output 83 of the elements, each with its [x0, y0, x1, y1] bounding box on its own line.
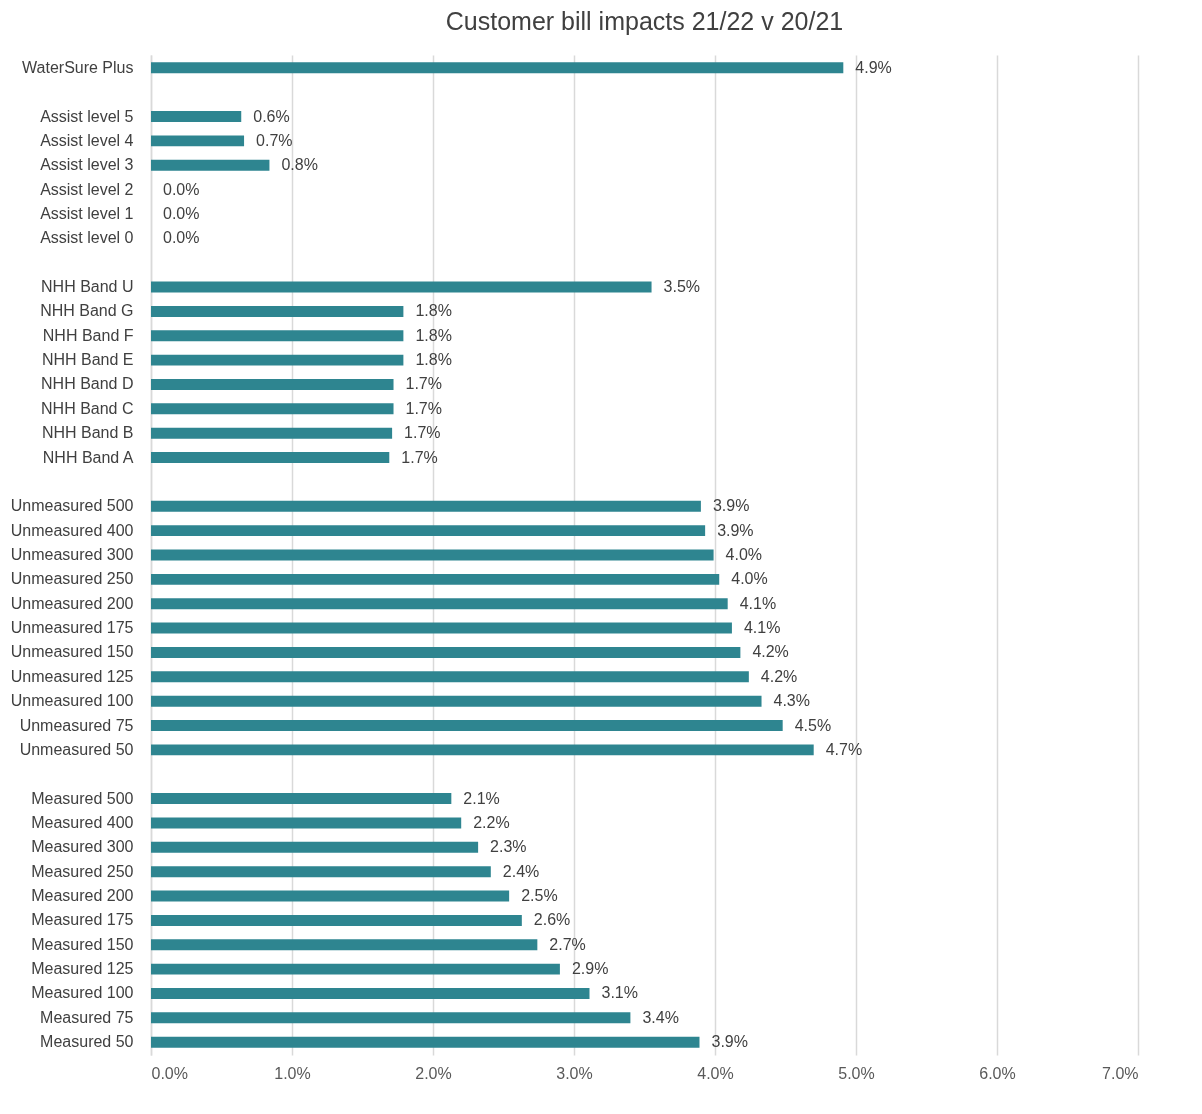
x-tick-label: 3.0%: [556, 1064, 593, 1082]
data-label: 1.7%: [405, 375, 442, 393]
y-tick-label: Measured 400: [31, 813, 134, 831]
x-tick-label: 5.0%: [838, 1064, 875, 1082]
data-label: 2.5%: [521, 887, 558, 905]
y-tick-label: NHH Band G: [40, 302, 134, 320]
data-label: 3.9%: [712, 497, 750, 515]
y-tick-label: Measured 175: [31, 911, 134, 929]
data-label: 0.6%: [253, 107, 290, 125]
y-tick-label: Assist level 5: [40, 107, 134, 125]
y-tick-label: Unmeasured 50: [19, 740, 134, 758]
data-label: 4.2%: [760, 667, 798, 685]
y-tick-label: Unmeasured 400: [10, 521, 134, 539]
y-tick-label: Measured 250: [31, 862, 134, 880]
data-label: 1.8%: [415, 302, 452, 320]
y-tick-label: Assist level 0: [40, 229, 134, 247]
x-tick-label: 6.0%: [979, 1064, 1016, 1082]
y-tick-label: Measured 125: [31, 960, 134, 978]
data-label: 2.3%: [490, 838, 527, 856]
data-label: 4.5%: [794, 716, 832, 734]
data-label: 3.9%: [711, 1033, 748, 1051]
y-tick-label: Unmeasured 175: [10, 619, 134, 637]
data-label: 4.0%: [725, 546, 763, 563]
chart-title: Customer bill impacts 21/22 v 20/21: [445, 7, 844, 35]
data-label: 2.6%: [533, 911, 571, 929]
data-label: 4.7%: [825, 740, 863, 758]
y-tick-label: Assist level 4: [40, 131, 134, 149]
y-tick-label: Unmeasured 125: [10, 667, 134, 685]
y-tick-label: NHH Band B: [41, 424, 134, 442]
y-tick-label: NHH Band C: [41, 399, 134, 417]
data-label: 3.5%: [663, 278, 701, 296]
y-tick-label: Assist level 1: [40, 204, 134, 222]
data-label: 2.4%: [502, 862, 540, 880]
y-tick-label: Measured 200: [31, 887, 134, 905]
data-label: 4.1%: [739, 594, 777, 612]
y-tick-label: Unmeasured 75: [19, 716, 134, 734]
data-label: 0.0%: [163, 180, 200, 198]
y-tick-label: NHH Band U: [41, 278, 134, 296]
data-label: 1.7%: [404, 424, 441, 442]
data-label: 4.3%: [773, 692, 810, 710]
y-tick-label: NHH Band D: [41, 375, 134, 393]
data-label: 3.9%: [717, 521, 754, 539]
data-label: 4.1%: [743, 619, 781, 637]
data-label: 4.9%: [855, 58, 892, 76]
y-tick-label: Unmeasured 250: [10, 570, 134, 588]
y-tick-label: Unmeasured 500: [10, 497, 134, 515]
data-label: 4.2%: [752, 643, 789, 661]
y-tick-label: Measured 300: [31, 838, 134, 856]
x-tick-label: 2.0%: [415, 1064, 452, 1082]
x-tick-label: 7.0%: [1102, 1064, 1139, 1082]
y-tick-label: Measured 500: [31, 789, 134, 807]
data-label: 0.7%: [256, 131, 293, 149]
y-tick-label: NHH Band E: [41, 351, 134, 369]
y-tick-label: Assist level 2: [40, 180, 134, 198]
data-label: 2.2%: [473, 813, 510, 831]
y-tick-label: Measured 150: [31, 935, 134, 953]
data-label: 3.4%: [642, 1008, 679, 1026]
data-label: 2.7%: [549, 935, 586, 953]
y-tick-label: Unmeasured 100: [10, 692, 134, 710]
data-label: 1.7%: [405, 399, 442, 417]
y-tick-label: Measured 50: [40, 1033, 134, 1051]
data-label: 0.0%: [163, 229, 200, 247]
y-tick-label: WaterSure Plus: [22, 58, 134, 76]
y-tick-label: Unmeasured 150: [10, 643, 134, 661]
data-label: 1.7%: [401, 448, 438, 466]
data-label: 4.0%: [731, 570, 768, 588]
y-tick-label: Assist level 3: [40, 156, 134, 174]
x-tick-label: 4.0%: [697, 1064, 734, 1082]
data-label: 2.9%: [571, 960, 609, 978]
data-label: 1.8%: [415, 326, 452, 344]
data-label: 1.8%: [415, 351, 452, 369]
y-tick-label: Measured 100: [31, 984, 134, 1002]
data-label: 0.0%: [163, 204, 200, 222]
x-tick-label: 1.0%: [274, 1064, 311, 1082]
y-tick-label: Unmeasured 300: [10, 546, 134, 563]
y-tick-label: Unmeasured 200: [10, 594, 134, 612]
data-label: 3.1%: [601, 984, 638, 1002]
data-label: 0.8%: [281, 156, 318, 174]
y-tick-label: NHH Band A: [42, 448, 134, 466]
y-tick-label: Measured 75: [40, 1008, 134, 1026]
y-tick-label: NHH Band F: [42, 326, 134, 344]
x-tick-label: 0.0%: [151, 1064, 188, 1082]
data-label: 2.1%: [463, 789, 500, 807]
